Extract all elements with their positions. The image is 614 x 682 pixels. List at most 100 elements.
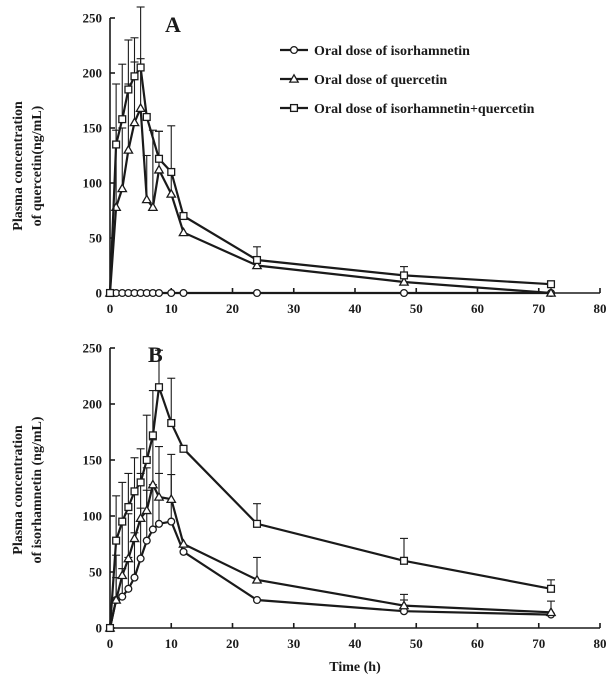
panel-b-square-marker (399, 556, 409, 565)
legend-item-circle: Oral dose of isorhamnetin (280, 44, 470, 59)
panel-a-label: A (165, 12, 181, 37)
panel-a-square-marker (142, 112, 151, 122)
panel-a-triangle-marker (123, 144, 134, 154)
panel-b-square-marker (130, 487, 139, 496)
panel-a-y-tick-label: 100 (83, 176, 103, 191)
panel-b-square-marker (167, 418, 176, 428)
panel-a-series-line (108, 107, 552, 295)
panel-b-x-tick-label: 40 (349, 636, 362, 651)
panel-b-square-marker (136, 478, 145, 487)
panel-a-square-marker (112, 140, 121, 149)
panel-a-circle-marker (399, 288, 409, 298)
panel-b-triangle-marker (153, 491, 165, 501)
panel-a-x-tick-label: 70 (532, 301, 545, 316)
panel-b-error-bar (167, 453, 176, 500)
panel-a-square-marker (130, 72, 139, 81)
panel-a-legend: Oral dose of isorhamnetin Oral dose of qu… (280, 44, 535, 117)
panel-a-triangle-marker (116, 182, 128, 193)
panel-b-triangle-marker (178, 538, 189, 548)
panel-b-triangle-marker (165, 493, 177, 504)
panel-a-series-square (105, 6, 556, 298)
panel-b-square-marker (105, 623, 115, 633)
panel-b-x-tick-label: 80 (594, 636, 607, 651)
panel-b-error-bar (167, 377, 176, 424)
panel-a-square-marker (136, 63, 145, 72)
panel-a-triangle-marker (147, 201, 159, 212)
panel-a-error-bar (118, 63, 127, 120)
panel-b-series (104, 349, 557, 633)
panel-b-x-tick-label: 10 (165, 636, 178, 651)
panel-b-axes: 0 50 100 150 200 250 0 10 20 30 40 50 60 70 80 (83, 341, 607, 652)
panel-b-square-marker (142, 455, 151, 465)
panel-a-error-bar (130, 37, 139, 77)
legend-item-square: Oral dose of isorhamnetin+quercetin (280, 102, 535, 117)
panel-b-circle-marker (179, 547, 188, 556)
panel-b-y-tick-label: 200 (83, 397, 103, 412)
panel-a-square-marker (154, 154, 164, 163)
panel-b-series-square (105, 349, 556, 633)
panel-b-triangle-marker (545, 606, 557, 617)
legend-label: Oral dose of isorhamnetin (314, 44, 470, 59)
panel-b-triangle-marker (123, 553, 134, 563)
panel-a-ylabel-line2: of quercetin(ng/mL) (30, 105, 45, 226)
panel-a-ylabel-line1: Plasma concentration (11, 101, 26, 231)
panel-b-series-line (108, 520, 552, 629)
panel-a-x-tick-label: 80 (594, 301, 607, 316)
panel-a-square-marker (124, 85, 133, 94)
panel-a-error-bar (112, 83, 121, 145)
panel-a-circle-marker (179, 288, 188, 298)
panel-a-error-bar (155, 130, 163, 159)
panel-b-circle-marker (124, 584, 133, 593)
panel-a-series (104, 6, 557, 298)
panel-b-xlabel: Time (h) (329, 660, 381, 675)
panel-b-series-triangle (104, 439, 557, 632)
panel-a-triangle-marker (141, 193, 153, 204)
panel-a-square-marker (179, 211, 188, 221)
panel-b-square-marker (112, 536, 121, 545)
panel-b-square-marker (546, 584, 556, 593)
panel-b-circle-marker (118, 592, 127, 601)
panel-b-y-tick-label: 250 (83, 341, 103, 356)
panel-b-triangle-marker (129, 532, 140, 543)
panel-b-x-tick-label: 50 (410, 636, 423, 651)
panel-a-error-bar (167, 125, 176, 194)
panel-b-label: B (148, 342, 163, 367)
panel-a-square-marker (252, 255, 262, 265)
panel-a-y-tick-label: 200 (83, 66, 103, 81)
panel-a-x-tick-label: 20 (226, 301, 239, 316)
panel-b-error-bar (118, 481, 127, 522)
panel-b-error-bar (130, 457, 139, 492)
panel-b-circle-marker (148, 525, 157, 534)
panel-b-x-tick-label: 30 (287, 636, 300, 651)
panel-b-error-bar (136, 448, 145, 483)
panel-b-square-marker (118, 517, 127, 526)
panel-a-square-marker (167, 167, 176, 177)
panel-a-x-tick-label: 0 (107, 301, 114, 316)
panel-b-square-marker (124, 502, 133, 512)
panel-b-error-bar (112, 495, 121, 541)
panel-b-x-tick-label: 70 (532, 636, 545, 651)
panel-a-axes: 0 50 100 150 200 250 0 10 20 30 40 50 60 70 80 (83, 11, 607, 317)
panel-a-triangle-marker (135, 102, 146, 112)
panel-b-circle-marker (136, 554, 145, 563)
panel-a-square-marker (546, 280, 556, 289)
panel-b-circle-marker (167, 517, 176, 526)
panel-b-error-bar (124, 472, 133, 508)
legend-triangle-marker (288, 73, 300, 83)
panel-b-triangle-marker (116, 569, 128, 580)
panel-b-square-marker (179, 444, 188, 453)
panel-b-error-bar (155, 446, 163, 497)
panel-a-triangle-marker (178, 226, 189, 237)
panel-b-x-tick-label: 60 (471, 636, 484, 651)
panel-b-x-tick-label: 0 (107, 636, 114, 651)
panel-a-error-bar (142, 154, 151, 200)
panel-b-chart: B Plasma concentration of isorhamnetin (… (11, 341, 607, 676)
panel-b-ylabel-line2: of isorhamnetin (ng/mL) (30, 416, 45, 563)
panel-a-triangle-marker (251, 259, 263, 270)
panel-b-error-bar (155, 349, 163, 388)
panel-a-square-marker (399, 271, 409, 280)
panel-a-circle-marker (154, 288, 164, 298)
panel-a-triangle-marker (398, 276, 410, 286)
panel-a-circle-marker (252, 288, 262, 298)
